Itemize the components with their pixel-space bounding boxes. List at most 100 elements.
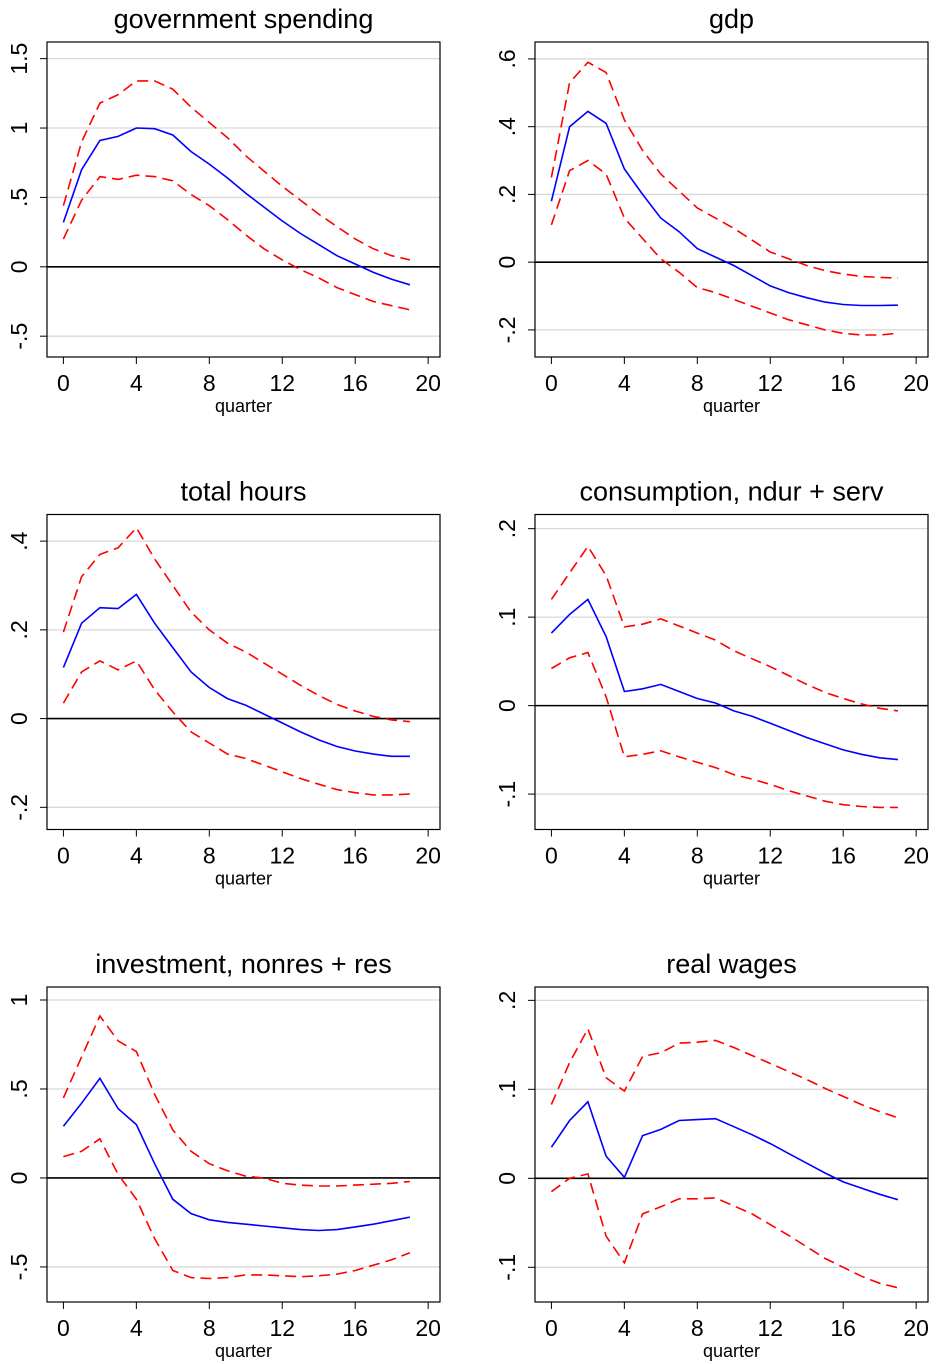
x-tick-label: 0 (57, 843, 70, 869)
x-tick-label: 4 (130, 370, 143, 396)
response-line (550, 1100, 899, 1201)
x-tick-label: 16 (342, 370, 368, 396)
x-tick-label: 4 (618, 370, 631, 396)
response-line (62, 526, 410, 723)
x-axis-label: quarter (215, 396, 272, 416)
x-tick-label: 8 (203, 370, 216, 396)
response-line (62, 1014, 410, 1187)
panel: -.1 0 .1 .2 0 4 8 12 16 20 consumption, ndur + ser… (494, 477, 929, 889)
x-tick-label: 0 (57, 1315, 70, 1341)
y-tick-label: .1 (494, 1080, 520, 1099)
y-tick-label: 0 (6, 712, 32, 725)
y-tick-label: 0 (6, 260, 32, 273)
response-line (550, 544, 899, 712)
response-line (550, 651, 898, 809)
x-tick-label: 16 (830, 370, 856, 396)
y-tick-label: 0 (6, 1172, 32, 1185)
y-tick-label: .4 (6, 531, 32, 550)
panel: -.2 0 .2 .4 .6 0 4 8 12 16 20 gdp quarter (494, 4, 929, 416)
plot-frame (46, 41, 441, 358)
plot-area (47, 514, 440, 830)
x-axis-label: quarter (215, 868, 272, 888)
y-tick-label: .6 (494, 49, 520, 68)
plot-area (535, 42, 928, 357)
x-tick-label: 0 (545, 843, 558, 869)
y-tick-label: .1 (494, 608, 520, 627)
x-tick-label: 20 (415, 1315, 441, 1341)
panel: -.2 0 .2 .4 0 4 8 12 16 20 total hours quarter (6, 477, 441, 889)
x-axis-label: quarter (215, 1341, 272, 1361)
y-tick-label: -.1 (494, 1254, 520, 1281)
x-tick-label: 12 (269, 1315, 295, 1341)
x-tick-label: 8 (203, 843, 216, 869)
x-tick-label: 0 (57, 370, 70, 396)
response-line (550, 1026, 899, 1119)
plot-frame (46, 986, 441, 1303)
x-tick-label: 4 (130, 843, 143, 869)
x-tick-label: 16 (830, 1315, 856, 1341)
chart-title: investment, nonres + res (95, 949, 391, 979)
plot-frame (534, 41, 929, 358)
chart-title: real wages (666, 949, 797, 979)
x-tick-label: 12 (757, 843, 783, 869)
x-tick-label: 16 (342, 843, 368, 869)
x-tick-label: 20 (903, 370, 929, 396)
plot-frame (46, 513, 441, 831)
y-tick-label: -.2 (494, 316, 520, 343)
y-tick-label: .2 (494, 185, 520, 204)
x-tick-label: 20 (415, 370, 441, 396)
y-tick-label: 1 (6, 122, 32, 135)
y-tick-label: .5 (6, 1079, 32, 1098)
x-axis-label: quarter (703, 396, 760, 416)
panel: -.5 0 .5 1 0 4 8 12 16 20 investment, nonres + res… (6, 949, 441, 1361)
y-tick-label: 1 (6, 994, 32, 1007)
x-tick-label: 16 (342, 1315, 368, 1341)
response-line (62, 593, 410, 758)
y-tick-label: .2 (494, 991, 520, 1010)
y-tick-label: 1.5 (6, 43, 32, 75)
response-line (62, 1076, 411, 1232)
x-tick-label: 4 (618, 1315, 631, 1341)
panel: -.1 0 .1 .2 0 4 8 12 16 20 real wages quarter (494, 949, 929, 1361)
response-line (550, 61, 898, 279)
x-tick-label: 12 (269, 843, 295, 869)
response-line (550, 110, 898, 307)
y-tick-label: -.2 (6, 794, 32, 821)
x-tick-label: 0 (545, 1315, 558, 1341)
response-line (62, 174, 411, 311)
x-axis-label: quarter (703, 1341, 760, 1361)
plot-frame (534, 513, 929, 831)
response-line (63, 1137, 411, 1280)
x-tick-label: 0 (545, 370, 558, 396)
chart-title: consumption, ndur + serv (580, 477, 884, 507)
y-tick-label: 0 (494, 1172, 520, 1185)
y-tick-label: 0 (494, 699, 520, 712)
y-tick-label: -.5 (6, 1254, 32, 1281)
y-tick-label: .4 (494, 117, 520, 136)
plot-frame (534, 986, 929, 1303)
plot-area (535, 987, 928, 1302)
response-line (62, 127, 411, 286)
y-tick-label: -.5 (6, 323, 32, 350)
y-tick-label: 0 (494, 256, 520, 269)
x-tick-label: 8 (691, 1315, 704, 1341)
x-tick-label: 4 (130, 1315, 143, 1341)
x-tick-label: 8 (691, 843, 704, 869)
x-tick-label: 12 (269, 370, 295, 396)
x-tick-label: 16 (830, 843, 856, 869)
x-axis-label: quarter (703, 868, 760, 888)
response-line (62, 80, 411, 261)
x-tick-label: 20 (903, 1315, 929, 1341)
y-tick-label: -.1 (494, 781, 520, 808)
response-line (550, 159, 898, 336)
plot-area (535, 514, 928, 830)
chart-title: government spending (114, 4, 374, 34)
response-line (550, 598, 898, 761)
plot-area (47, 987, 440, 1302)
x-tick-label: 12 (757, 1315, 783, 1341)
plot-area (47, 42, 440, 357)
response-line (62, 659, 410, 796)
x-tick-label: 20 (903, 843, 929, 869)
chart-title: gdp (709, 4, 754, 34)
